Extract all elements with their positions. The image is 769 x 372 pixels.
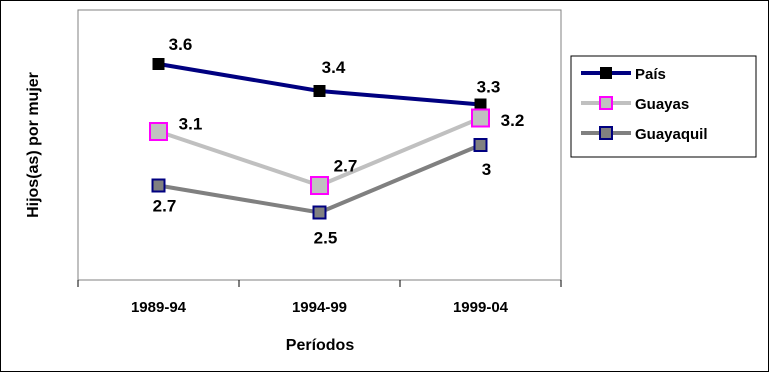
data-label: 3.1 — [179, 115, 203, 134]
data-point — [152, 58, 165, 70]
x-tick-label: 1999-04 — [453, 299, 509, 316]
data-point — [149, 122, 168, 141]
legend: País Guayas Guayaquil — [570, 55, 757, 158]
data-point — [474, 98, 487, 111]
data-point — [151, 178, 166, 193]
x-tick-label: 1989-94 — [131, 299, 187, 316]
data-label: 2.5 — [314, 229, 338, 248]
legend-label: Guayaquil — [635, 126, 708, 143]
legend-label: País — [635, 66, 666, 83]
legend-label: Guayas — [635, 96, 689, 113]
data-point — [473, 138, 488, 152]
data-label: 3.4 — [322, 58, 346, 77]
legend-marker — [599, 96, 613, 110]
data-label: 3.3 — [477, 78, 501, 97]
data-label: 2.7 — [153, 197, 177, 216]
y-axis-title: Hijos(as) por mujer — [25, 72, 42, 218]
data-label: 3.2 — [501, 111, 525, 130]
data-point — [471, 108, 490, 128]
data-point — [310, 176, 329, 195]
data-label: 3.6 — [169, 35, 193, 54]
x-tick-label: 1994-99 — [292, 299, 347, 316]
data-label: 2.7 — [334, 157, 358, 176]
legend-marker — [600, 67, 612, 79]
data-point — [313, 85, 326, 97]
data-label: 3 — [482, 160, 491, 179]
legend-marker — [599, 126, 613, 140]
x-axis-title: Períodos — [286, 337, 355, 354]
data-point — [312, 205, 327, 220]
